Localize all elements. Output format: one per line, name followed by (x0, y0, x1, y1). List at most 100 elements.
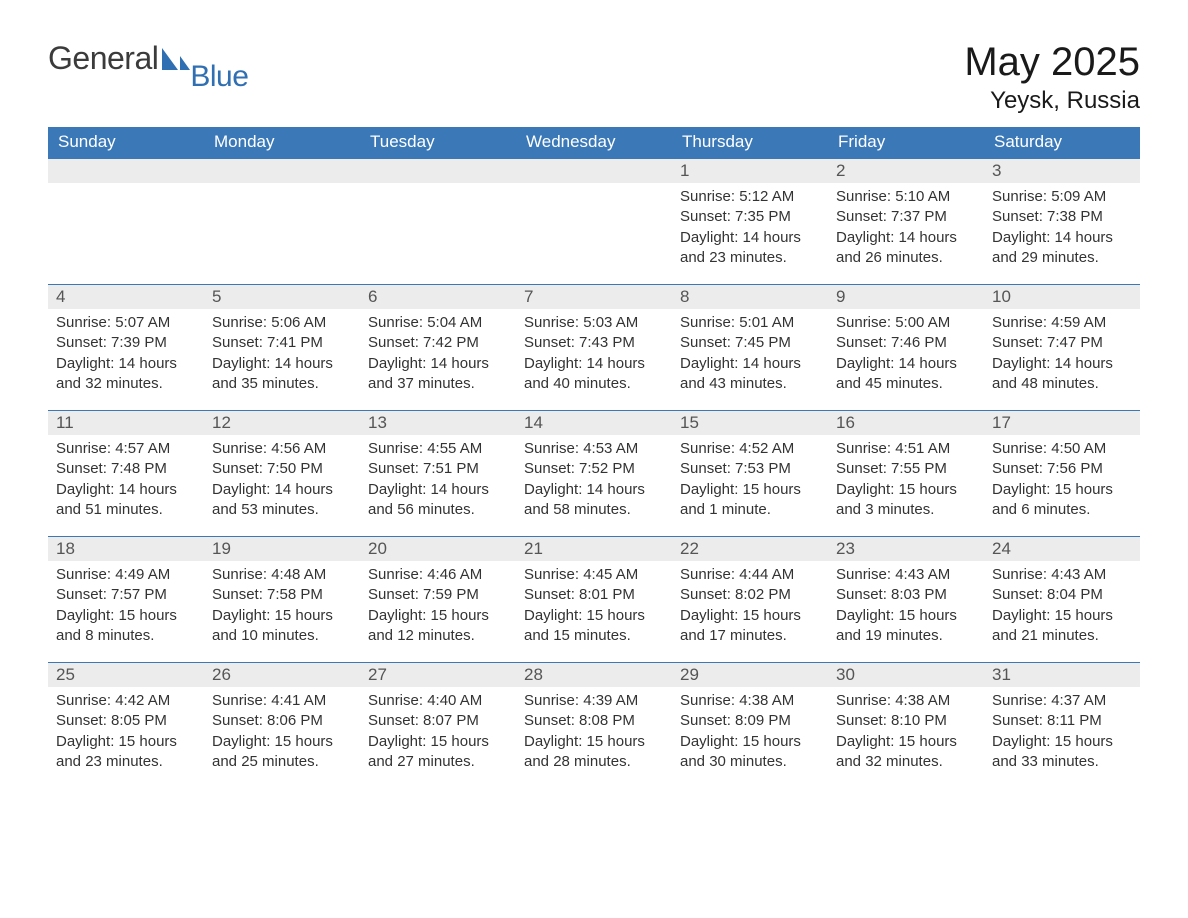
day-info: Sunrise: 4:43 AMSunset: 8:04 PMDaylight:… (984, 565, 1140, 646)
sunrise-label: Sunrise: (992, 692, 1051, 709)
daylight-label: Daylight: (992, 607, 1055, 624)
sunset-value: 7:53 PM (735, 460, 791, 477)
daylight-line: Daylight: 14 hours and 43 minutes. (680, 354, 820, 395)
daylight-line: Daylight: 14 hours and 53 minutes. (212, 480, 352, 521)
sunset-line: Sunset: 8:01 PM (524, 585, 664, 605)
day-number: 24 (984, 537, 1140, 561)
sunset-value: 8:07 PM (423, 712, 479, 729)
day-info: Sunrise: 4:37 AMSunset: 8:11 PMDaylight:… (984, 691, 1140, 772)
calendar-day-cell: 19Sunrise: 4:48 AMSunset: 7:58 PMDayligh… (204, 536, 360, 662)
calendar-day-cell: 18Sunrise: 4:49 AMSunset: 7:57 PMDayligh… (48, 536, 204, 662)
day-number (516, 159, 672, 183)
logo: General Blue (48, 40, 254, 77)
calendar-day-cell: 12Sunrise: 4:56 AMSunset: 7:50 PMDayligh… (204, 410, 360, 536)
sunset-value: 8:11 PM (1047, 712, 1102, 729)
sunset-label: Sunset: (212, 586, 267, 603)
day-number: 19 (204, 537, 360, 561)
day-number: 31 (984, 663, 1140, 687)
sunrise-value: 4:42 AM (115, 692, 170, 709)
sunset-line: Sunset: 7:41 PM (212, 333, 352, 353)
day-info: Sunrise: 4:50 AMSunset: 7:56 PMDaylight:… (984, 439, 1140, 520)
sunset-value: 7:45 PM (735, 334, 791, 351)
sunrise-label: Sunrise: (56, 440, 115, 457)
sunset-value: 7:42 PM (423, 334, 479, 351)
sunset-line: Sunset: 7:51 PM (368, 459, 508, 479)
sunset-line: Sunset: 7:35 PM (680, 207, 820, 227)
sunset-label: Sunset: (992, 460, 1047, 477)
sunrise-value: 4:39 AM (583, 692, 638, 709)
sunset-label: Sunset: (56, 334, 111, 351)
calendar-header-cell: Sunday (48, 127, 204, 158)
sunset-label: Sunset: (992, 334, 1047, 351)
calendar-day-cell: 6Sunrise: 5:04 AMSunset: 7:42 PMDaylight… (360, 284, 516, 410)
sunrise-line: Sunrise: 4:50 AM (992, 439, 1132, 459)
sunrise-line: Sunrise: 4:56 AM (212, 439, 352, 459)
sunset-label: Sunset: (524, 460, 579, 477)
calendar-day-cell: 3Sunrise: 5:09 AMSunset: 7:38 PMDaylight… (984, 158, 1140, 284)
sunrise-value: 4:38 AM (739, 692, 794, 709)
day-number: 10 (984, 285, 1140, 309)
sunset-label: Sunset: (680, 334, 735, 351)
day-number: 14 (516, 411, 672, 435)
daylight-label: Daylight: (56, 733, 119, 750)
sunrise-value: 4:43 AM (1051, 566, 1106, 583)
sunrise-value: 4:46 AM (427, 566, 482, 583)
sunset-value: 8:10 PM (891, 712, 947, 729)
sunset-value: 7:47 PM (1047, 334, 1103, 351)
sunset-label: Sunset: (992, 208, 1047, 225)
sunset-label: Sunset: (368, 586, 423, 603)
calendar-day-cell: 5Sunrise: 5:06 AMSunset: 7:41 PMDaylight… (204, 284, 360, 410)
day-number: 22 (672, 537, 828, 561)
daylight-line: Daylight: 14 hours and 29 minutes. (992, 228, 1132, 269)
sunrise-label: Sunrise: (680, 692, 739, 709)
daylight-line: Daylight: 14 hours and 56 minutes. (368, 480, 508, 521)
sunrise-label: Sunrise: (56, 692, 115, 709)
day-number: 23 (828, 537, 984, 561)
day-info: Sunrise: 4:51 AMSunset: 7:55 PMDaylight:… (828, 439, 984, 520)
sunrise-label: Sunrise: (368, 440, 427, 457)
sunrise-label: Sunrise: (680, 566, 739, 583)
day-info: Sunrise: 5:09 AMSunset: 7:38 PMDaylight:… (984, 187, 1140, 268)
sunrise-value: 5:12 AM (739, 188, 794, 205)
sunset-label: Sunset: (680, 460, 735, 477)
sunrise-value: 5:10 AM (895, 188, 950, 205)
sunrise-label: Sunrise: (836, 314, 895, 331)
daylight-label: Daylight: (56, 481, 119, 498)
sunrise-line: Sunrise: 4:37 AM (992, 691, 1132, 711)
day-number: 6 (360, 285, 516, 309)
sunrise-label: Sunrise: (836, 692, 895, 709)
day-info: Sunrise: 4:49 AMSunset: 7:57 PMDaylight:… (48, 565, 204, 646)
sunrise-label: Sunrise: (368, 314, 427, 331)
sunrise-label: Sunrise: (992, 188, 1051, 205)
day-number: 5 (204, 285, 360, 309)
sunrise-line: Sunrise: 5:10 AM (836, 187, 976, 207)
sunrise-label: Sunrise: (836, 566, 895, 583)
sunset-label: Sunset: (680, 586, 735, 603)
sunset-label: Sunset: (56, 586, 111, 603)
daylight-label: Daylight: (212, 481, 275, 498)
daylight-label: Daylight: (56, 607, 119, 624)
daylight-label: Daylight: (212, 355, 275, 372)
sunrise-value: 4:48 AM (271, 566, 326, 583)
sunset-value: 8:01 PM (579, 586, 635, 603)
sunrise-value: 5:00 AM (895, 314, 950, 331)
sunrise-line: Sunrise: 4:51 AM (836, 439, 976, 459)
calendar-day-cell: 13Sunrise: 4:55 AMSunset: 7:51 PMDayligh… (360, 410, 516, 536)
sunrise-label: Sunrise: (992, 440, 1051, 457)
daylight-label: Daylight: (368, 481, 431, 498)
sunrise-label: Sunrise: (680, 440, 739, 457)
sunrise-label: Sunrise: (212, 440, 271, 457)
sunrise-line: Sunrise: 4:48 AM (212, 565, 352, 585)
day-number: 21 (516, 537, 672, 561)
daylight-line: Daylight: 14 hours and 32 minutes. (56, 354, 196, 395)
sunrise-line: Sunrise: 4:40 AM (368, 691, 508, 711)
page-header: General Blue May 2025 Yeysk, Russia (48, 40, 1140, 115)
month-title: May 2025 (964, 40, 1140, 85)
daylight-label: Daylight: (212, 607, 275, 624)
calendar-header-cell: Saturday (984, 127, 1140, 158)
sunset-line: Sunset: 8:09 PM (680, 711, 820, 731)
sunset-line: Sunset: 7:57 PM (56, 585, 196, 605)
sunrise-value: 4:50 AM (1051, 440, 1106, 457)
calendar-day-cell: 27Sunrise: 4:40 AMSunset: 8:07 PMDayligh… (360, 662, 516, 788)
daylight-label: Daylight: (368, 733, 431, 750)
